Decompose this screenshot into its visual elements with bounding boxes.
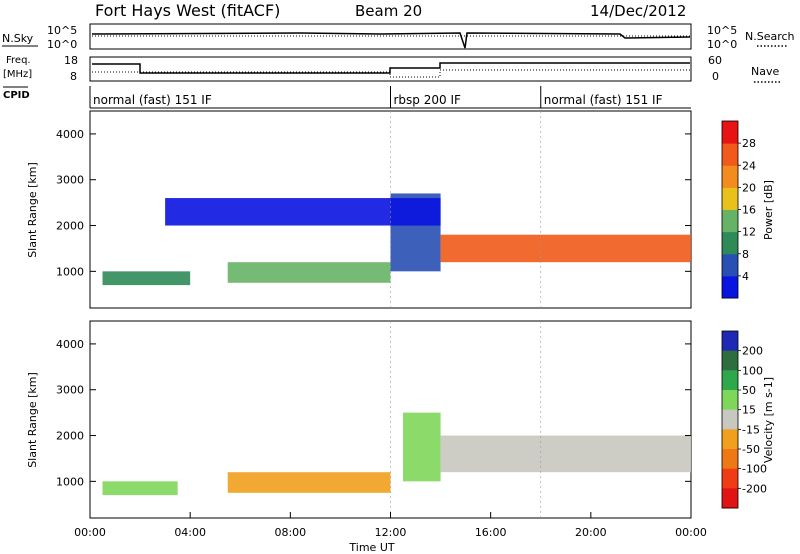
colorbar-tick-label: -100 [742, 463, 767, 476]
y-tick-label: 1000 [56, 265, 84, 278]
nave-tick-top: 60 [708, 54, 722, 67]
heatmap-band-0 [102, 271, 191, 286]
x-tick-label: 00:00 [74, 526, 106, 539]
velocity-colorbar: 200 100 50 15 -15 -50 -100 -200 [721, 330, 767, 509]
heatmap-band-0 [102, 481, 178, 496]
cpid-segment-label: rbsp 200 IF [394, 93, 461, 107]
power-y-ticks: 1000 2000 3000 4000 [56, 128, 691, 278]
time-axis-label: Time UT [348, 541, 394, 554]
y-tick-label: 3000 [56, 384, 84, 397]
time-axis-ticks: 00:00 04:00 08:00 12:00 16:00 20:00 00:00 [74, 512, 707, 539]
y-tick-label: 3000 [56, 174, 84, 187]
heatmap-band-2 [403, 412, 441, 482]
colorbar-swatch-2 [722, 231, 738, 255]
cpid-strip: normal (fast) 151 IF rbsp 200 IF normal (f… [89, 86, 691, 109]
x-tick-label: 12:00 [375, 526, 407, 539]
heatmap-band-3 [440, 435, 691, 473]
power-ylabel: Slant Range [km] [26, 162, 39, 258]
y-tick-label: 2000 [56, 430, 84, 443]
colorbar-tick-label: 28 [742, 137, 756, 150]
colorbar-swatch-1 [722, 350, 738, 371]
x-tick-label: 00:00 [675, 526, 707, 539]
date-title: 14/Dec/2012 [590, 2, 686, 20]
y-tick-label: 1000 [56, 475, 84, 488]
colorbar-tick-label: 200 [742, 345, 763, 358]
station-title: Fort Hays West (fitACF) [95, 1, 280, 20]
nsearch-tick-top: 10^5 [707, 24, 737, 37]
colorbar-swatch-6 [722, 143, 738, 166]
colorbar-swatch-8 [722, 488, 738, 509]
heatmap-band-3 [440, 234, 691, 263]
colorbar-swatch-0 [722, 275, 738, 299]
colorbar-swatch-4 [722, 409, 738, 430]
nsky-panel [89, 23, 692, 50]
y-tick-label: 4000 [56, 338, 84, 351]
colorbar-tick-label: 8 [742, 248, 749, 261]
colorbar-frame [721, 330, 739, 509]
heatmap-band-4 [165, 198, 441, 226]
nsky-label: N.Sky [2, 32, 34, 45]
nsearch-tick-bottom: 10^0 [707, 38, 737, 51]
colorbar-tick-label: 50 [742, 384, 756, 397]
nsearch-label: N.Search [745, 30, 795, 43]
nsky-tick-bottom: 10^0 [47, 38, 77, 51]
colorbar-swatch-1 [722, 253, 738, 277]
x-tick-label: 04:00 [174, 526, 206, 539]
colorbar-tick-label: 16 [742, 204, 756, 217]
nsky-trace [91, 32, 691, 49]
colorbar-swatch-5 [722, 165, 738, 188]
nave-trace [92, 69, 690, 78]
y-tick-label: 4000 [56, 128, 84, 141]
colorbar-swatch-3 [722, 390, 738, 411]
freq-tick-top: 18 [64, 54, 78, 67]
nave-label: Nave [751, 65, 779, 78]
colorbar-swatch-7 [722, 468, 738, 489]
colorbar-swatch-5 [722, 429, 738, 450]
colorbar-tick-label: 15 [742, 404, 756, 417]
colorbar-tick-label: -15 [742, 423, 760, 436]
colorbar-swatch-7 [722, 121, 738, 144]
colorbar-tick-label: 20 [742, 181, 756, 194]
power-marks [102, 111, 691, 308]
cpid-label: CPID [3, 90, 30, 101]
cpid-segment-label: normal (fast) 151 IF [544, 93, 663, 107]
x-tick-label: 08:00 [274, 526, 306, 539]
colorbar-swatch-4 [722, 187, 738, 210]
y-tick-label: 2000 [56, 220, 84, 233]
colorbar-tick-label: 12 [742, 226, 756, 239]
heatmap-band-1 [227, 472, 391, 493]
beam-title: Beam 20 [355, 2, 422, 20]
freq-trace [92, 62, 690, 74]
x-tick-label: 20:00 [575, 526, 607, 539]
velocity-ylabel: Slant Range [km] [26, 372, 39, 468]
colorbar-swatch-3 [722, 209, 738, 233]
x-tick-label: 16:00 [475, 526, 507, 539]
power-colorbar: 4 8 12 16 20 24 28 [721, 120, 756, 299]
colorbar-swatch-6 [722, 449, 738, 470]
colorbar-tick-label: -50 [742, 443, 760, 456]
nave-tick-bottom: 0 [712, 70, 719, 83]
velocity-marks [102, 321, 691, 518]
freq-unit-label: [MHz] [3, 69, 32, 80]
power-colorbar-label: Power [dB] [762, 180, 775, 240]
nsky-tick-top: 10^5 [47, 24, 77, 37]
colorbar-tick-label: 24 [742, 159, 756, 172]
colorbar-swatch-0 [722, 331, 738, 352]
cpid-segment-label: normal (fast) 151 IF [93, 93, 212, 107]
colorbar-swatch-2 [722, 370, 738, 391]
velocity-y-ticks: 1000 2000 3000 4000 [56, 338, 691, 488]
freq-label: Freq. [6, 55, 31, 66]
heatmap-band-1 [227, 262, 391, 283]
colorbar-tick-label: 4 [742, 270, 749, 283]
velocity-colorbar-label: Velocity [m s-1] [762, 377, 775, 463]
colorbar-tick-label: 100 [742, 364, 763, 377]
colorbar-tick-label: -200 [742, 482, 767, 495]
freq-tick-bottom: 8 [70, 70, 77, 83]
